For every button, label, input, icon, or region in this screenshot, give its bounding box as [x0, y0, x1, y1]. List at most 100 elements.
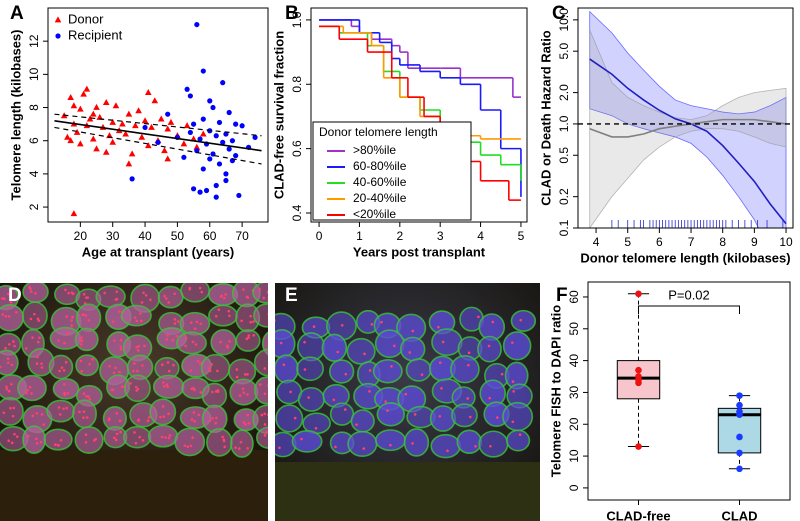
telomere-spot [166, 361, 170, 364]
telomere-spot [94, 437, 98, 441]
telomere-spot [84, 433, 88, 437]
cell [451, 403, 478, 428]
telomere-spot [6, 361, 10, 364]
panel-letter: A [10, 3, 24, 24]
telomere-spot [189, 444, 193, 448]
telomere-spot [197, 413, 201, 417]
telomere-spot [173, 318, 177, 321]
legend-title: Donor telomere length [319, 125, 438, 139]
y-tick-label: 0.6 [290, 140, 304, 157]
telomere-spot [242, 421, 246, 424]
point [184, 86, 190, 92]
x-tick-label: 3 [437, 229, 444, 243]
telomere-spot [389, 443, 392, 447]
telomere-spot [29, 290, 33, 293]
point [125, 160, 133, 167]
telomere-spot [214, 421, 218, 425]
telomere-spot [82, 410, 86, 413]
point [213, 133, 219, 139]
y-tick-label: 12 [27, 34, 41, 48]
point [77, 105, 84, 112]
telomere-spot [82, 416, 85, 419]
telomere-spot [263, 423, 267, 426]
telomere-spot [115, 432, 119, 436]
telomere-spot [79, 339, 83, 342]
telomere-spot [26, 389, 29, 392]
telomere-spot [362, 447, 366, 450]
telomere-spot [35, 442, 39, 445]
cell [346, 337, 376, 365]
point [129, 176, 135, 182]
telomere-spot [88, 397, 92, 401]
point [109, 138, 117, 145]
telomere-spot [162, 385, 166, 388]
telomere-spot [235, 375, 239, 379]
telomere-spot [172, 363, 175, 367]
point [144, 142, 152, 149]
point [67, 137, 74, 144]
telomere-spot [303, 368, 307, 371]
telomere-spot [163, 294, 166, 298]
telomere-spot [190, 387, 194, 391]
point [102, 148, 110, 155]
telomere-spot [519, 318, 523, 322]
cell [174, 427, 206, 457]
telomere-spot [466, 397, 470, 400]
telomere-spot [167, 412, 170, 416]
x-axis-label: Years post transplant [353, 244, 486, 259]
point [112, 102, 120, 109]
telomere-spot [312, 325, 316, 328]
telomere-spot [184, 337, 188, 340]
basement-layer [0, 450, 268, 521]
point [77, 140, 84, 147]
telomere-spot [64, 288, 67, 292]
data-point [736, 411, 743, 419]
telomere-spot [62, 369, 66, 372]
y-tick-label: 8 [27, 104, 41, 111]
telomere-spot [80, 369, 83, 373]
y-tick-label: 40 [567, 354, 581, 368]
telomere-spot [511, 420, 515, 424]
telomere-spot [67, 291, 70, 295]
telomere-spot [224, 293, 227, 296]
telomere-spot [7, 439, 11, 443]
telomere-spot [36, 355, 39, 359]
micrograph [275, 283, 540, 521]
y-tick-label: 1.0 [557, 115, 571, 132]
telomere-spot [82, 292, 86, 296]
cell [157, 285, 184, 309]
telomere-spot [167, 369, 171, 373]
panel-letter: E [285, 285, 298, 306]
telomere-spot [267, 312, 268, 316]
telomere-spot [9, 300, 13, 304]
telomere-spot [199, 322, 203, 326]
telomere-spot [260, 413, 264, 417]
x-tick-label: 4 [477, 229, 484, 243]
point [64, 133, 71, 140]
telomere-spot [226, 346, 230, 349]
telomere-spot [57, 339, 60, 342]
y-axis-label: CLAD or Death Hazard Ratio [538, 30, 553, 206]
telomere-spot [404, 392, 408, 396]
telomere-spot [368, 369, 372, 372]
cell [46, 399, 76, 423]
cell [510, 309, 537, 332]
telomere-spot [3, 297, 6, 301]
telomere-spot [81, 313, 85, 316]
telomere-spot [39, 440, 43, 444]
telomere-spot [1, 297, 4, 300]
telomere-spot [420, 373, 424, 376]
telomere-spot [137, 418, 141, 421]
telomere-spot [489, 444, 492, 448]
cell [179, 311, 211, 336]
telomere-spot [10, 441, 14, 445]
telomere-spot [62, 407, 65, 410]
point [207, 156, 213, 162]
telomere-spot [57, 406, 61, 409]
telomere-spot [84, 314, 88, 317]
cell [430, 433, 461, 459]
point [89, 110, 97, 117]
cell [0, 303, 25, 332]
telomere-spot [40, 362, 43, 365]
